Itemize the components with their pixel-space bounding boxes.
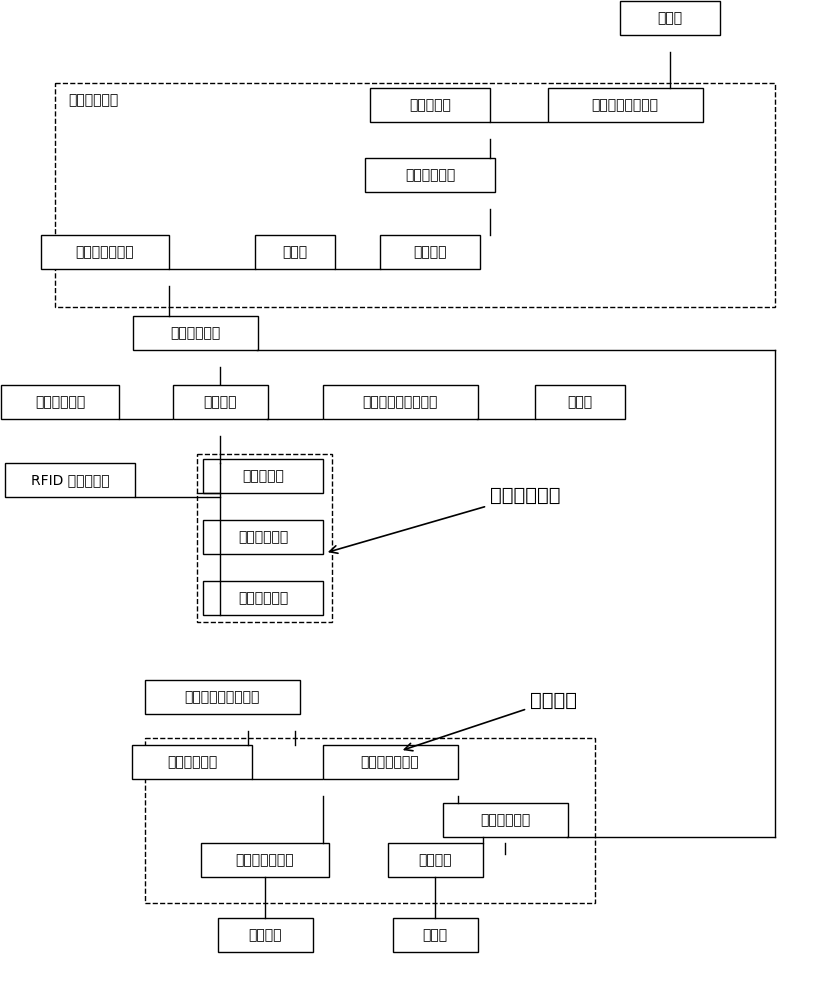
Text: 大电网: 大电网 bbox=[422, 928, 448, 942]
Text: 太阳能光伏电池阵列: 太阳能光伏电池阵列 bbox=[184, 690, 260, 704]
Bar bbox=[322, 385, 478, 419]
Text: 并网控制系统: 并网控制系统 bbox=[480, 813, 530, 827]
Text: 投币支付单元: 投币支付单元 bbox=[238, 591, 288, 605]
Bar bbox=[197, 454, 332, 622]
Text: 车载控制器: 车载控制器 bbox=[409, 98, 451, 112]
Bar bbox=[217, 918, 313, 952]
Bar bbox=[443, 803, 567, 837]
Bar bbox=[41, 235, 169, 269]
Bar bbox=[5, 463, 135, 497]
Text: 车载电池: 车载电池 bbox=[414, 245, 447, 259]
Text: 在线支付单元: 在线支付单元 bbox=[238, 530, 288, 544]
Text: 电池管理系统: 电池管理系统 bbox=[405, 168, 455, 182]
Text: 车载无线通信模块: 车载无线通信模块 bbox=[592, 98, 659, 112]
Text: 车载充电模块: 车载充电模块 bbox=[68, 93, 118, 107]
Bar bbox=[548, 88, 702, 122]
Text: 充电桩无线通信模块: 充电桩无线通信模块 bbox=[362, 395, 438, 409]
Bar bbox=[370, 88, 490, 122]
Bar bbox=[132, 745, 252, 779]
Bar bbox=[203, 459, 323, 493]
Text: 触摸显示屏: 触摸显示屏 bbox=[242, 469, 284, 483]
Bar bbox=[173, 385, 268, 419]
Text: 控制中心: 控制中心 bbox=[405, 690, 577, 751]
Bar bbox=[203, 581, 323, 615]
Text: 计量系统: 计量系统 bbox=[418, 853, 452, 867]
Text: 人机交互模块: 人机交互模块 bbox=[330, 486, 561, 553]
Text: 无线供电模块: 无线供电模块 bbox=[170, 326, 220, 340]
Bar bbox=[1, 385, 119, 419]
Text: 服务器: 服务器 bbox=[658, 11, 683, 25]
Bar bbox=[387, 843, 483, 877]
Bar bbox=[365, 158, 495, 192]
Bar bbox=[392, 918, 478, 952]
Text: 电磁能接收模块: 电磁能接收模块 bbox=[76, 245, 134, 259]
Bar bbox=[133, 316, 257, 350]
Text: 微控制器: 微控制器 bbox=[204, 395, 237, 409]
Bar bbox=[620, 1, 720, 35]
Bar bbox=[145, 680, 300, 714]
Text: 交直流控制系统: 交直流控制系统 bbox=[361, 755, 419, 769]
Bar bbox=[145, 738, 595, 903]
Bar bbox=[380, 235, 480, 269]
Text: 服务器: 服务器 bbox=[567, 395, 593, 409]
Bar bbox=[203, 520, 323, 554]
Text: 蓄电池组: 蓄电池组 bbox=[248, 928, 282, 942]
Bar bbox=[255, 235, 335, 269]
Bar bbox=[535, 385, 625, 419]
Text: 蓄电池管理系统: 蓄电池管理系统 bbox=[236, 853, 295, 867]
Bar bbox=[201, 843, 329, 877]
Bar bbox=[55, 83, 775, 307]
Bar bbox=[322, 745, 457, 779]
Text: 图像采集模块: 图像采集模块 bbox=[35, 395, 85, 409]
Text: 充电机: 充电机 bbox=[282, 245, 308, 259]
Text: 光伏配电系统: 光伏配电系统 bbox=[167, 755, 217, 769]
Text: RFID 读卡器电路: RFID 读卡器电路 bbox=[31, 473, 109, 487]
